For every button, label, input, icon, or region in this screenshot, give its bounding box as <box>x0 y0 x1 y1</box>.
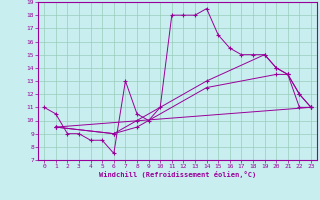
X-axis label: Windchill (Refroidissement éolien,°C): Windchill (Refroidissement éolien,°C) <box>99 171 256 178</box>
